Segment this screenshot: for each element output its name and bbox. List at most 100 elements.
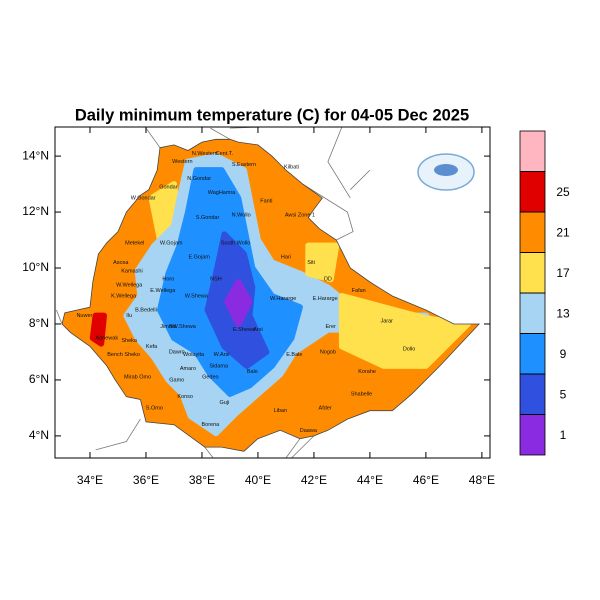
zone-label: Gedeo	[202, 375, 219, 381]
y-tick-label: 6°N	[29, 372, 49, 386]
colorbar-label: 13	[556, 306, 570, 320]
zone-label: Dollo	[403, 347, 416, 353]
temperature-zone	[224, 279, 253, 327]
map-title: Daily minimum temperature (C) for 04-05 …	[75, 106, 469, 124]
zone-label: W.Wellega	[116, 282, 143, 288]
zone-label: DD	[324, 277, 332, 283]
zone-label: South Wollo	[221, 240, 251, 246]
zone-label: E.Shewa	[233, 327, 256, 333]
colorbar-box	[519, 414, 546, 456]
zone-label: Gamo	[169, 377, 184, 383]
colorbar-label: 25	[556, 185, 570, 199]
x-tick-label: 40°E	[245, 473, 271, 487]
colorbar-label: 21	[556, 225, 570, 239]
x-tick-label: 46°E	[413, 473, 439, 487]
zone-label: Kamashi	[121, 268, 142, 274]
zone-label: Daawa	[300, 428, 318, 434]
zone-label: N.Wollo	[232, 212, 251, 218]
zone-label: Borena	[201, 422, 220, 428]
zone-label: W.Arsi	[214, 352, 230, 358]
x-tick-label: 38°E	[189, 473, 215, 487]
country-border	[210, 127, 231, 140]
zone-label: Afder	[319, 405, 332, 411]
zone-label: Sidama	[209, 363, 229, 369]
zone-label: Siti	[307, 260, 315, 266]
zone-label: B.Bedelli	[135, 307, 157, 313]
zone-label: W.Hararge	[270, 296, 296, 302]
zone-label: Liban	[274, 408, 287, 414]
x-tick-label: 48°E	[469, 473, 495, 487]
zone-label: Cent.T.	[216, 151, 234, 157]
x-tick-label: 44°E	[357, 473, 383, 487]
zone-label: Jarar	[380, 319, 393, 325]
zone-label: Metekel	[125, 240, 144, 246]
zone-label: E.Gojam	[188, 254, 210, 260]
zone-label: Ilu	[126, 313, 132, 319]
zone-label: Korahe	[358, 369, 376, 375]
colorbar-label: 17	[556, 266, 570, 280]
country-border	[95, 418, 141, 451]
zone-label: Jimma	[160, 324, 177, 330]
zone-label: Sheka	[121, 338, 138, 344]
y-tick-label: 12°N	[22, 204, 49, 218]
zone-label: Kilbati	[284, 165, 299, 171]
zone-label: W.Gojam	[160, 240, 183, 246]
zone-label: Shabelle	[351, 391, 372, 397]
plot-frame	[54, 126, 491, 459]
zone-label: Nuwer	[76, 313, 92, 319]
zone-label: Konso	[177, 394, 193, 400]
zone-label: Guji	[219, 400, 229, 406]
zone-label: Dawro	[169, 349, 185, 355]
temperature-zone	[89, 312, 107, 347]
zone-label: SW.Shewa	[169, 324, 197, 330]
zone-label: Nogob	[320, 349, 336, 355]
zone-label: Fanti	[260, 198, 272, 204]
zone-label: Arsi	[253, 327, 262, 333]
country-border	[302, 183, 354, 241]
zone-label: Erer	[326, 324, 337, 330]
y-tick-label: 8°N	[29, 316, 49, 330]
country-border	[145, 127, 161, 148]
zone-label: Bale	[247, 369, 258, 375]
y-tick-label: 4°N	[29, 428, 49, 442]
zone-label: Agnewak	[95, 335, 118, 341]
colorbar-box	[519, 292, 546, 334]
zone-label: E.Wellega	[150, 288, 176, 294]
zone-label: Asosa	[113, 260, 129, 266]
zone-label: Amaro	[180, 366, 196, 372]
zone-label: Horo	[162, 277, 174, 283]
country-border	[285, 438, 301, 459]
zone-label: N.Western	[192, 151, 218, 157]
zone-label: Awsi Zone 1	[285, 212, 315, 218]
zone-label: S.Eastern	[232, 162, 256, 168]
zone-label: NSH	[210, 277, 222, 283]
zone-label: Gondar	[159, 184, 178, 190]
colorbar-box	[519, 333, 546, 375]
country-border	[204, 446, 214, 459]
zone-label: K.Wellega	[111, 293, 137, 299]
zone-label: Western	[172, 159, 192, 165]
zone-label: Hari	[281, 254, 291, 260]
zone-label: S.Omo	[146, 405, 163, 411]
logo-cloud	[434, 164, 458, 176]
zone-label: WagHamra	[208, 190, 237, 196]
zone-label: Mirab Omo	[124, 375, 151, 381]
zone-label: Fafan	[352, 288, 366, 294]
zone-label: Kefa	[146, 344, 158, 350]
colorbar-box	[519, 211, 546, 253]
x-tick-label: 34°E	[77, 473, 103, 487]
zone-label: E.Hararge	[313, 296, 338, 302]
colorbar-label: 9	[560, 347, 567, 361]
zone-label: W.Gondar	[131, 196, 156, 202]
colorbar-box	[519, 171, 546, 213]
temperature-zone	[338, 293, 471, 369]
zone-label: E.Bale	[286, 352, 302, 358]
y-tick-label: 14°N	[22, 148, 49, 162]
colorbar-box	[519, 130, 546, 172]
colorbar-box	[519, 373, 546, 415]
zone-label: W.Shewa	[185, 293, 209, 299]
country-border	[56, 309, 63, 325]
zone-label: S.Gondar	[196, 215, 220, 221]
y-tick-label: 10°N	[22, 260, 49, 274]
